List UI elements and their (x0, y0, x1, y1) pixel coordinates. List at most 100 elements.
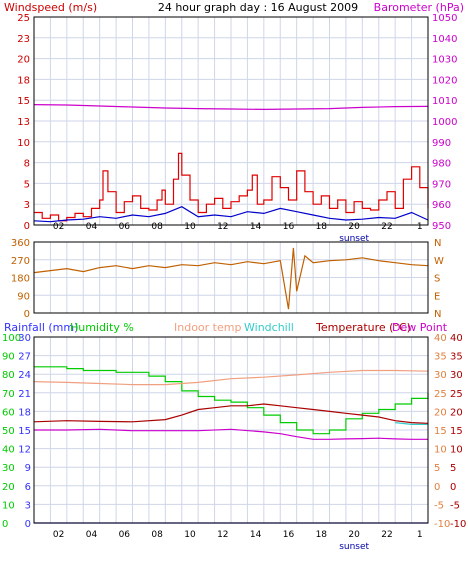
temp-panel-x-tick: 18 (316, 530, 328, 540)
temperature-line (33, 403, 429, 424)
wind-gust-line (34, 152, 429, 222)
compass-axis-tick: N (434, 309, 441, 320)
wind-panel-x-tick: 02 (53, 222, 64, 232)
temp-panel-x-tick: 04 (86, 530, 98, 540)
humidity-axis-tick: 10 (2, 500, 15, 511)
rainfall-axis-tick: 21 (18, 389, 31, 400)
rainfall-axis-tick: 27 (18, 352, 31, 363)
rainfall-axis-tick: 30 (18, 333, 31, 344)
barometer-axis-tick: 1050 (432, 13, 457, 24)
rainfall-axis-tick: 12 (18, 445, 31, 456)
wind-average-line (33, 206, 429, 223)
humidity-axis-tick: 60 (2, 407, 15, 418)
barometer-axis-tick: 980 (432, 159, 451, 170)
barometer-axis-title: Barometer (hPa) (374, 1, 464, 14)
humidity-axis-tick: 50 (2, 426, 15, 437)
humidity-axis-tick: 30 (2, 463, 15, 474)
temp-panel-x-tick: 20 (348, 530, 360, 540)
barometer-axis-tick: 1000 (432, 117, 457, 128)
wind-panel-frame (33, 16, 429, 226)
barometer-axis-tick: 970 (432, 179, 451, 190)
barometer-line (33, 104, 429, 111)
barometer-axis-tick: 1040 (432, 34, 457, 45)
barometer-axis-tick: 1030 (432, 55, 457, 66)
temperature-axis-left-tick: 30 (434, 370, 447, 381)
temp-panel-sunset-label: sunset (339, 542, 369, 552)
compass-axis-tick: W (434, 256, 444, 267)
temperature-axis-left-tick: 20 (434, 407, 447, 418)
temperature-axis-left-tick: 15 (434, 426, 447, 437)
rainfall-axis-tick: 15 (18, 426, 31, 437)
humidity-axis-tick: 100 (2, 333, 21, 344)
wind-panel-x-tick: 20 (348, 222, 360, 232)
temperature-axis-left-tick: 5 (434, 463, 440, 474)
humidity-axis-tick: 40 (2, 445, 15, 456)
temperature-axis-right-tick: 20 (450, 407, 463, 418)
barometer-axis-tick: 950 (432, 221, 451, 232)
temp-panel-x-tick: 1 (417, 530, 423, 540)
wind-panel-x-tick: 16 (283, 222, 295, 232)
temperature-axis-right-tick: -5 (450, 500, 460, 511)
rainfall-axis-tick: 0 (25, 519, 31, 530)
temperature-axis-right-tick: 40 (450, 333, 463, 344)
windspeed-axis-tick: 15 (17, 96, 30, 107)
rainfall-axis-tick: 6 (25, 482, 31, 493)
temp-panel-x-tick: 22 (381, 530, 392, 540)
barometer-axis-tick: 1020 (432, 75, 457, 86)
humidity-axis-tick: 70 (2, 389, 15, 400)
wind-direction-line (33, 247, 429, 310)
temp-panel-x-tick: 14 (250, 530, 262, 540)
chart-title: 24 hour graph day : 16 August 2009 (158, 1, 358, 14)
compass-axis-tick: E (434, 291, 440, 302)
direction-axis-tick: 360 (11, 238, 30, 249)
rainfall-axis-tick: 3 (25, 500, 31, 511)
temperature-axis-right-tick: 35 (450, 352, 463, 363)
rainfall-axis-tick: 9 (25, 463, 31, 474)
barometer-axis-tick: 1010 (432, 96, 457, 107)
humidity-axis-tick: 0 (2, 519, 8, 530)
windspeed-axis-tick: 18 (17, 75, 30, 86)
temperature-axis-left-tick: 40 (434, 333, 447, 344)
legend-item: Windchill (244, 321, 294, 334)
windspeed-axis-tick: 23 (17, 34, 30, 45)
temp-panel-x-tick: 08 (151, 530, 163, 540)
direction-axis-tick: 0 (24, 309, 30, 320)
humidity-axis-tick: 20 (2, 482, 15, 493)
windspeed-axis-tick: 25 (17, 13, 30, 24)
windspeed-axis-tick: 20 (17, 55, 30, 66)
humidity-axis-tick: 80 (2, 370, 15, 381)
wind-panel-x-tick: 12 (217, 222, 228, 232)
direction-axis-tick: 270 (11, 256, 30, 267)
legend-item: Dew Point (392, 321, 448, 334)
legend-item: Humidity % (70, 321, 134, 334)
humidity-line (34, 366, 429, 435)
direction-axis-tick: 90 (17, 291, 30, 302)
windspeed-axis-title: Windspeed (m/s) (4, 1, 97, 14)
temperature-axis-right-tick: 30 (450, 370, 463, 381)
indoor-temp-line (33, 369, 429, 386)
windspeed-axis-tick: 5 (24, 179, 30, 190)
windspeed-axis-tick: 3 (24, 200, 30, 211)
wind-panel-x-tick: 18 (316, 222, 328, 232)
temperature-axis-right-tick: 0 (450, 482, 456, 493)
temperature-axis-left-tick: 35 (434, 352, 447, 363)
legend-item: Indoor temp (174, 321, 241, 334)
windchill-line (395, 422, 428, 425)
temp-panel-x-tick: 12 (217, 530, 228, 540)
wind-panel-x-tick: 08 (151, 222, 163, 232)
rainfall-axis-tick: 24 (18, 370, 31, 381)
temperature-axis-left-tick: 10 (434, 445, 447, 456)
direction-panel-frame (33, 241, 429, 314)
temperature-axis-left-tick: 25 (434, 389, 447, 400)
temperature-axis-right-tick: -10 (450, 519, 466, 530)
temperature-axis-left-tick: -5 (434, 500, 444, 511)
direction-axis-tick: 180 (11, 274, 30, 285)
temperature-axis-right-tick: 25 (450, 389, 463, 400)
compass-axis-tick: N (434, 238, 441, 249)
wind-panel-x-tick: 04 (86, 222, 98, 232)
compass-axis-tick: S (434, 274, 440, 285)
temperature-axis-right-tick: 10 (450, 445, 463, 456)
temperature-axis-left-tick: 0 (434, 482, 440, 493)
